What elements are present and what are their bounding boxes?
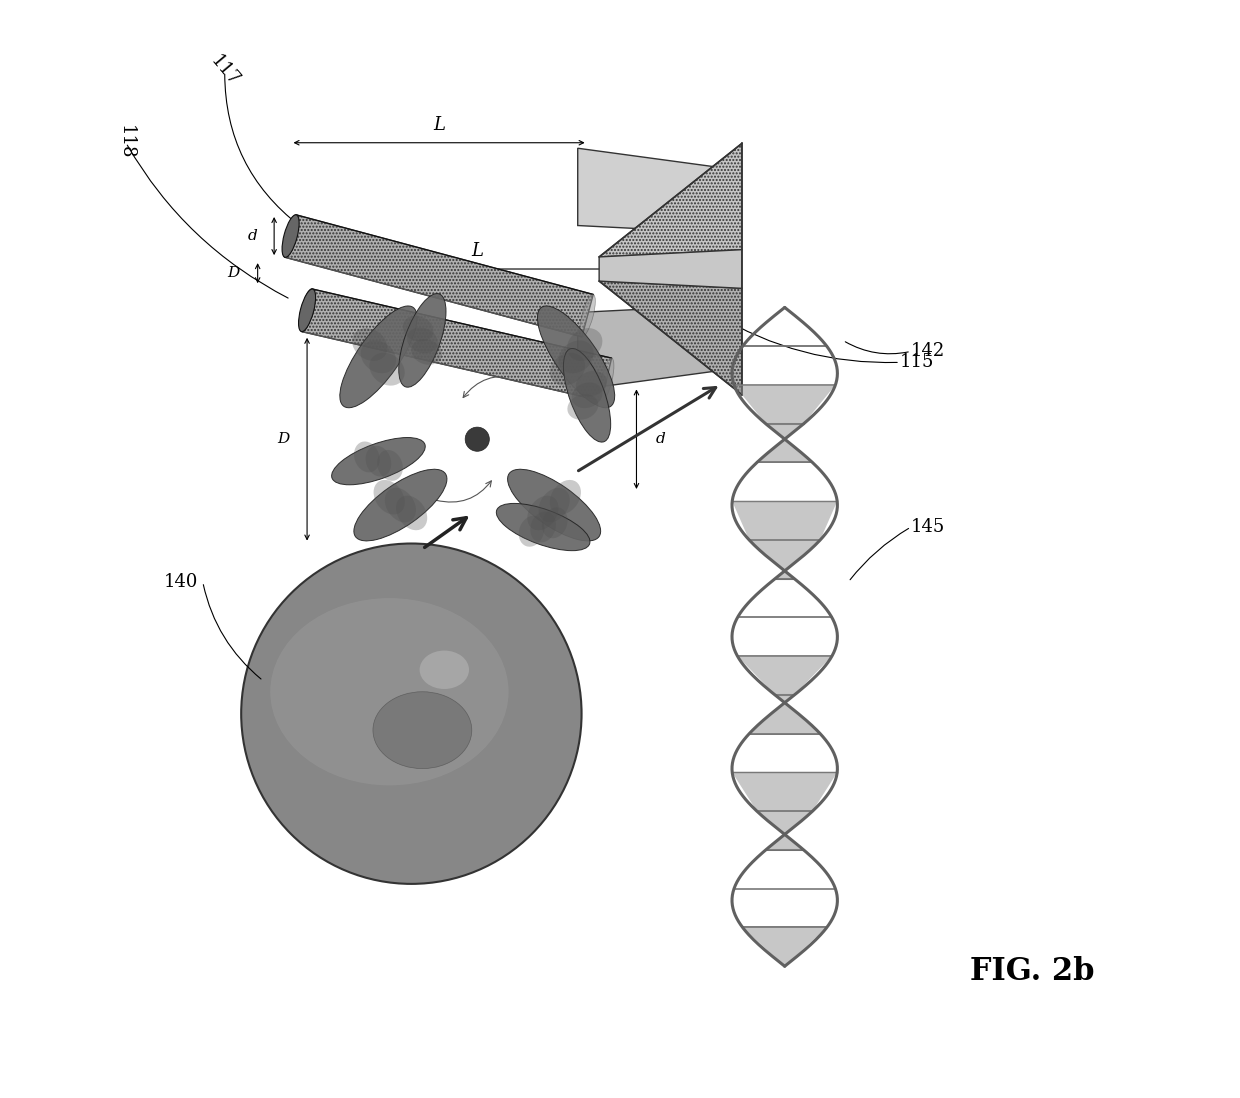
Polygon shape — [733, 773, 837, 811]
Polygon shape — [749, 540, 820, 579]
Text: 140: 140 — [164, 573, 198, 591]
Text: d: d — [656, 433, 666, 446]
Ellipse shape — [353, 469, 446, 541]
Ellipse shape — [568, 394, 598, 419]
Ellipse shape — [331, 437, 425, 485]
Polygon shape — [734, 385, 836, 424]
Ellipse shape — [518, 516, 544, 547]
Text: L: L — [471, 243, 484, 260]
Ellipse shape — [563, 348, 610, 442]
Text: 145: 145 — [911, 518, 945, 536]
Ellipse shape — [299, 289, 316, 332]
Ellipse shape — [352, 328, 387, 361]
Ellipse shape — [373, 480, 404, 515]
Ellipse shape — [396, 495, 428, 530]
Polygon shape — [303, 289, 611, 401]
Ellipse shape — [496, 503, 590, 551]
Ellipse shape — [527, 495, 558, 530]
Polygon shape — [756, 811, 812, 850]
Ellipse shape — [537, 306, 615, 407]
Polygon shape — [578, 148, 720, 233]
Polygon shape — [599, 281, 742, 394]
Text: d: d — [247, 229, 257, 243]
Polygon shape — [738, 657, 832, 695]
Polygon shape — [756, 424, 812, 462]
Ellipse shape — [575, 371, 606, 396]
Ellipse shape — [572, 382, 603, 408]
Polygon shape — [743, 928, 827, 966]
Ellipse shape — [281, 215, 299, 257]
Text: D: D — [277, 433, 289, 446]
Ellipse shape — [538, 488, 569, 523]
Ellipse shape — [407, 327, 438, 354]
Polygon shape — [733, 501, 837, 540]
Text: 118: 118 — [117, 125, 135, 160]
Ellipse shape — [384, 488, 415, 523]
Text: 115: 115 — [900, 354, 935, 371]
Text: 117: 117 — [207, 53, 243, 90]
Ellipse shape — [507, 469, 600, 541]
Ellipse shape — [531, 512, 556, 542]
Ellipse shape — [567, 328, 603, 361]
Ellipse shape — [355, 441, 379, 472]
Ellipse shape — [373, 692, 471, 769]
Ellipse shape — [412, 339, 441, 365]
Ellipse shape — [377, 450, 403, 481]
Ellipse shape — [549, 480, 580, 515]
Ellipse shape — [300, 289, 315, 332]
Ellipse shape — [270, 598, 508, 785]
Polygon shape — [599, 249, 742, 289]
Ellipse shape — [465, 427, 490, 451]
Text: D: D — [227, 266, 239, 280]
Ellipse shape — [599, 358, 614, 401]
Ellipse shape — [580, 294, 595, 337]
Text: FIG. 2b: FIG. 2b — [970, 956, 1094, 987]
Ellipse shape — [419, 650, 469, 690]
Polygon shape — [578, 305, 720, 390]
Polygon shape — [599, 144, 742, 257]
Ellipse shape — [283, 215, 299, 257]
Circle shape — [242, 544, 582, 884]
Ellipse shape — [403, 316, 434, 341]
Polygon shape — [749, 695, 820, 733]
Text: 142: 142 — [911, 343, 945, 360]
Ellipse shape — [558, 340, 594, 373]
Ellipse shape — [361, 340, 396, 373]
Ellipse shape — [542, 507, 568, 538]
Ellipse shape — [340, 306, 417, 407]
Ellipse shape — [370, 352, 404, 385]
Ellipse shape — [366, 446, 392, 477]
Ellipse shape — [399, 293, 446, 388]
Polygon shape — [285, 215, 593, 337]
Text: L: L — [433, 116, 445, 134]
Ellipse shape — [549, 352, 585, 385]
